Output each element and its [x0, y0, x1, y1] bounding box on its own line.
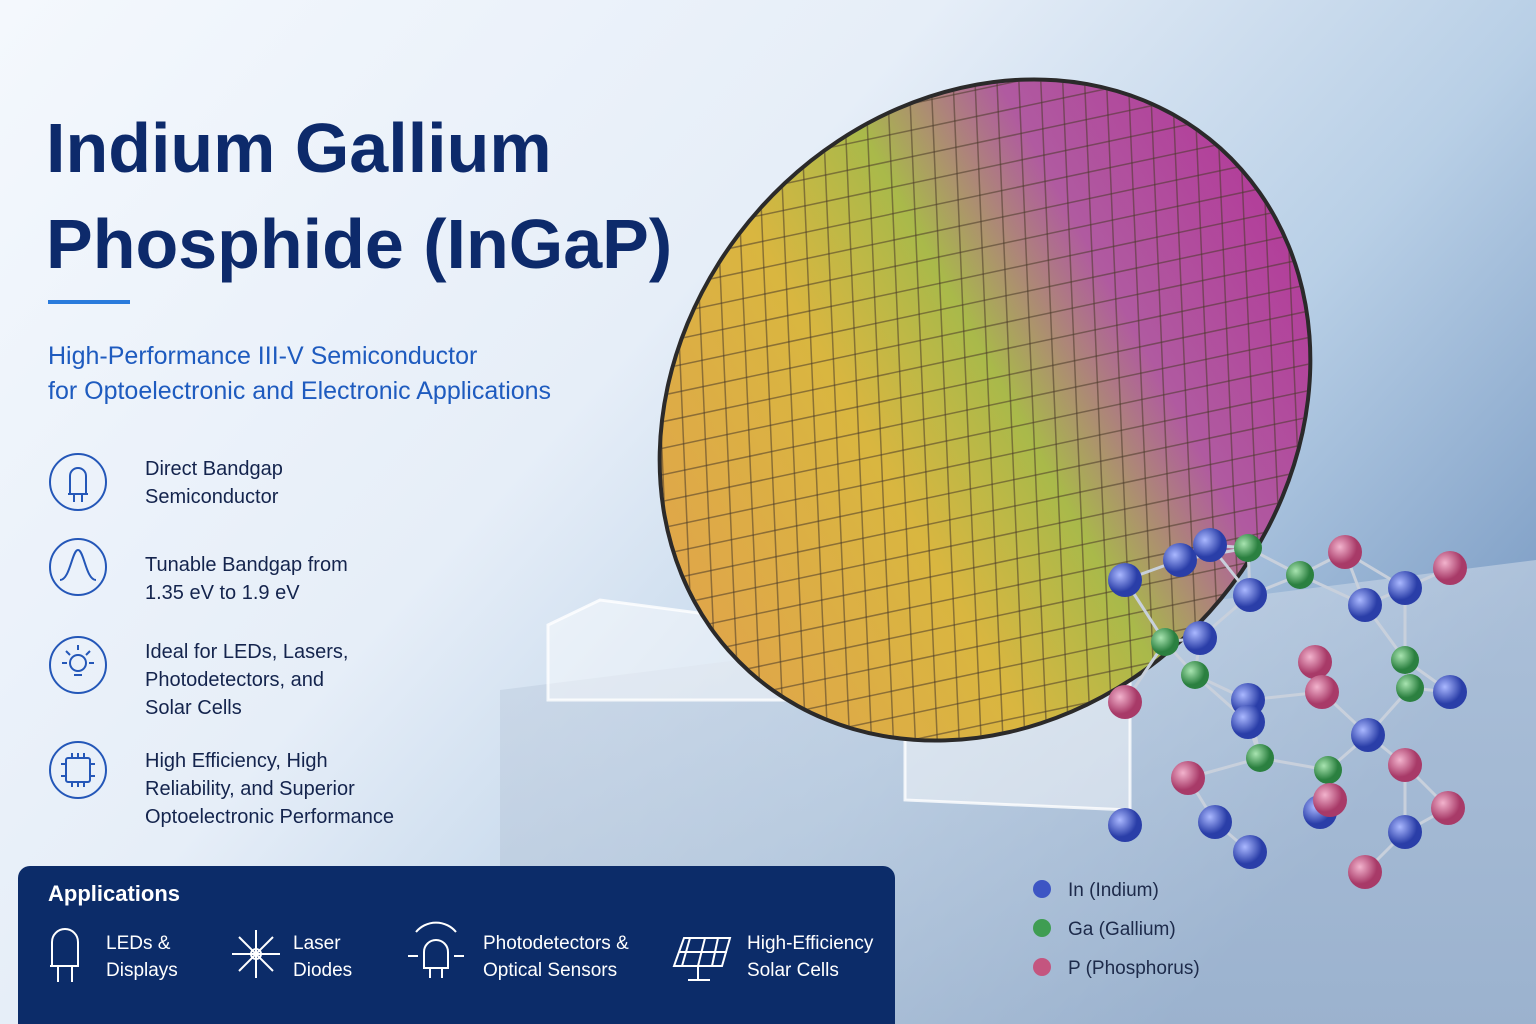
- die-line: [585, 443, 1430, 625]
- die-line: [840, 16, 877, 840]
- application-text: Displays: [106, 960, 178, 981]
- atom: [1298, 645, 1332, 679]
- die-line: [1057, 0, 1095, 809]
- texts: Indium Gallium Phosphide (InGaP) High-Perf…: [46, 109, 1200, 981]
- atom: [1388, 748, 1422, 782]
- atom: [1108, 563, 1142, 597]
- atom: [1328, 535, 1362, 569]
- feature-text: Optoelectronic Performance: [145, 806, 394, 828]
- application-icons: [50, 921, 732, 982]
- crystal-lattice: [1108, 528, 1467, 889]
- atom: [1163, 543, 1197, 577]
- application-text: Laser: [293, 933, 341, 954]
- feature-text: Tunable Bandgap from: [145, 554, 348, 576]
- feature-text: Solar Cells: [145, 697, 242, 719]
- feature-text: 1.35 eV to 1.9 eV: [145, 582, 300, 604]
- die-line: [992, 0, 1029, 818]
- atom: [1305, 675, 1339, 709]
- atom: [1388, 571, 1422, 605]
- die-line: [1079, 0, 1117, 806]
- atom: [1388, 815, 1422, 849]
- atom: [1233, 835, 1267, 869]
- subtitle-line: High-Performance III-V Semiconductor: [48, 342, 477, 370]
- atom: [1351, 718, 1385, 752]
- die-line: [578, 392, 1423, 573]
- atom: [1181, 661, 1209, 689]
- atom: [1246, 744, 1274, 772]
- title-line: Indium Gallium: [46, 109, 552, 187]
- feature-text: Semiconductor: [145, 486, 279, 508]
- atom: [1108, 808, 1142, 842]
- application-text: Diodes: [293, 960, 352, 981]
- atom: [1431, 791, 1465, 825]
- atom: [1183, 621, 1217, 655]
- die-line: [563, 289, 1408, 470]
- feature-text: Reliability, and Superior: [145, 778, 355, 800]
- applications-panel: [18, 866, 895, 1024]
- feature-text: Photodetectors, and: [145, 669, 324, 691]
- feature-text: Ideal for LEDs, Lasers,: [145, 641, 348, 663]
- die-line: [883, 10, 921, 834]
- feature-text: High Efficiency, High: [145, 750, 328, 772]
- atom: [1198, 805, 1232, 839]
- atom: [1348, 855, 1382, 889]
- die-line: [927, 3, 964, 828]
- atom: [1108, 685, 1142, 719]
- application-text: Solar Cells: [747, 960, 839, 981]
- legend-label: In (Indium): [1068, 880, 1159, 901]
- feature-text: Direct Bandgap: [145, 458, 283, 480]
- die-line: [818, 19, 855, 843]
- atom: [1233, 578, 1267, 612]
- atom: [1193, 528, 1227, 562]
- atom: [1231, 705, 1265, 739]
- die-line: [948, 0, 986, 825]
- atom: [1286, 561, 1314, 589]
- legend-label: Ga (Gallium): [1068, 919, 1176, 940]
- die-line: [574, 366, 1419, 548]
- legend-label: P (Phosphorus): [1068, 958, 1200, 979]
- atom: [1433, 675, 1467, 709]
- application-text: Optical Sensors: [483, 960, 617, 981]
- legend-swatch: [1033, 880, 1051, 898]
- atom: [1151, 628, 1179, 656]
- die-line: [582, 418, 1426, 599]
- atom: [1234, 534, 1262, 562]
- atom: [1348, 588, 1382, 622]
- feature-icons: [49, 453, 107, 799]
- applications-heading: Applications: [48, 881, 180, 906]
- atom: [1433, 551, 1467, 585]
- die-line: [556, 237, 1401, 419]
- die-line: [571, 340, 1415, 522]
- die-line: [560, 263, 1404, 445]
- atom: [1396, 674, 1424, 702]
- atom: [1314, 756, 1342, 784]
- legend-swatch: [1033, 958, 1051, 976]
- title-line: Phosphide (InGaP): [46, 205, 672, 283]
- legend-swatch: [1033, 919, 1051, 937]
- application-text: Photodetectors &: [483, 933, 629, 954]
- die-line: [970, 0, 1008, 822]
- application-text: LEDs &: [106, 933, 171, 954]
- die-line: [1014, 0, 1051, 815]
- subtitle-line: for Optoelectronic and Electronic Applic…: [48, 377, 551, 405]
- die-line: [1101, 0, 1138, 803]
- application-text: High-Efficiency: [747, 933, 874, 954]
- atom: [1313, 783, 1347, 817]
- die-line: [861, 13, 899, 837]
- atom: [1171, 761, 1205, 795]
- die-line: [1036, 0, 1073, 812]
- die-line: [549, 186, 1394, 367]
- atom: [1391, 646, 1419, 674]
- die-line: [553, 212, 1397, 393]
